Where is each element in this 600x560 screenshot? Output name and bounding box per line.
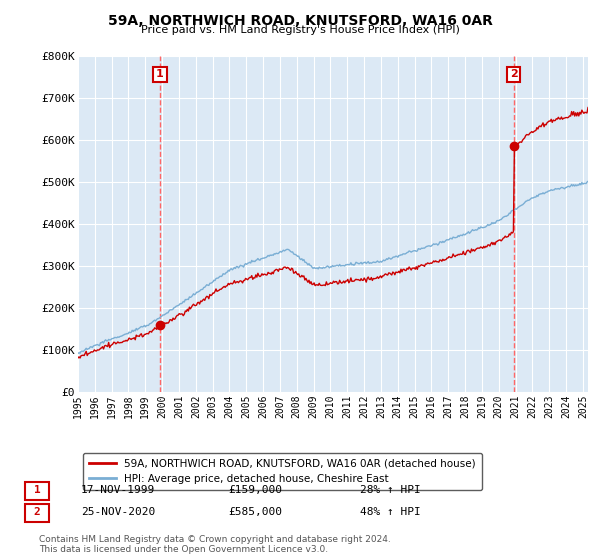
Text: 59A, NORTHWICH ROAD, KNUTSFORD, WA16 0AR: 59A, NORTHWICH ROAD, KNUTSFORD, WA16 0AR bbox=[107, 14, 493, 28]
Text: Price paid vs. HM Land Registry's House Price Index (HPI): Price paid vs. HM Land Registry's House … bbox=[140, 25, 460, 35]
Text: Contains HM Land Registry data © Crown copyright and database right 2024.
This d: Contains HM Land Registry data © Crown c… bbox=[39, 535, 391, 554]
Text: 28% ↑ HPI: 28% ↑ HPI bbox=[360, 485, 421, 495]
Text: 2: 2 bbox=[34, 507, 41, 517]
Text: 1: 1 bbox=[34, 485, 41, 495]
Text: £159,000: £159,000 bbox=[228, 485, 282, 495]
Text: 25-NOV-2020: 25-NOV-2020 bbox=[81, 507, 155, 517]
Text: £585,000: £585,000 bbox=[228, 507, 282, 517]
Text: 1: 1 bbox=[156, 69, 164, 80]
Text: 17-NOV-1999: 17-NOV-1999 bbox=[81, 485, 155, 495]
Text: 2: 2 bbox=[509, 69, 517, 80]
Legend: 59A, NORTHWICH ROAD, KNUTSFORD, WA16 0AR (detached house), HPI: Average price, d: 59A, NORTHWICH ROAD, KNUTSFORD, WA16 0AR… bbox=[83, 452, 482, 491]
Text: 48% ↑ HPI: 48% ↑ HPI bbox=[360, 507, 421, 517]
